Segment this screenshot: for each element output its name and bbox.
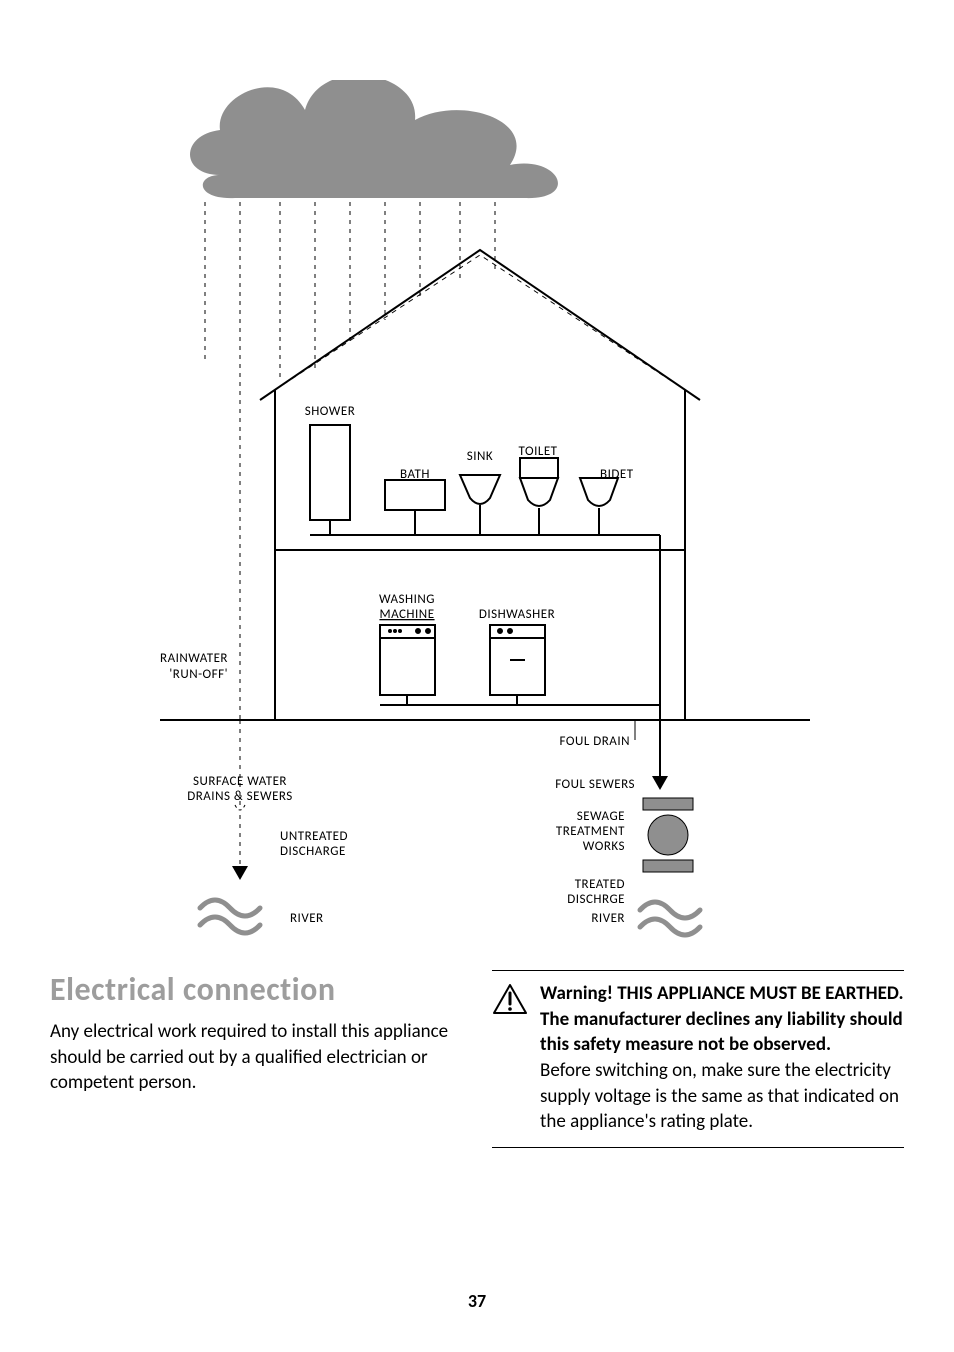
section-heading: Electrical connection [50,970,462,1009]
toilet-label: TOILET [519,444,558,459]
cloud [190,80,558,198]
warning-bold: The manufacturer declines any liability … [540,1008,903,1057]
page-number: 37 [0,1290,954,1312]
warning-body: Before switching on, make sure the elect… [540,1059,899,1133]
sewage-l3: WORKS [583,839,625,854]
body-left: Any electrical work required to install … [50,1019,462,1096]
treated-l1: TREATED [575,877,625,892]
warning-text: Warning! THIS APPLIANCE MUST BE EARTHED.… [540,981,904,1135]
toilet [520,458,558,535]
river-left-label: RIVER [290,911,324,926]
rain-label2: 'RUN-OFF' [169,667,228,682]
house [160,250,810,720]
warning-heading: Warning! THIS APPLIANCE MUST BE EARTHED. [540,982,904,1005]
untreated-l2: DISCHARGE [280,844,346,859]
bath-label: BATH [400,467,430,482]
washing-machine [380,625,435,705]
river-right-waves [640,902,700,935]
sewage-l1: SEWAGE [577,809,625,824]
bidet [580,478,618,535]
sink [460,475,500,535]
right-column: Warning! THIS APPLIANCE MUST BE EARTHED.… [492,970,904,1148]
divider-top [492,970,904,971]
left-column: Electrical connection Any electrical wor… [50,970,462,1148]
untreated-l1: UNTREATED [280,829,348,844]
foul-sewers-label: FOUL SEWERS [555,777,635,792]
bidet-label: BIDET [600,467,634,482]
river-left-waves [200,900,260,933]
foul-drain-label: FOUL DRAIN [560,734,630,749]
divider-bottom [492,1147,904,1148]
dishwasher [490,625,545,705]
wm-label2: MACHINE [379,607,434,622]
shower-label: SHOWER [305,404,356,419]
warning-icon [492,983,528,1015]
sink-label: SINK [467,449,493,464]
rain-label1: RAINWATER [160,651,228,666]
dw-label: DISHWASHER [479,607,555,622]
drainage-diagram: SHOWER BATH SINK TOILET BIDET [160,80,810,950]
river-right-label: RIVER [591,911,625,926]
sewage-l2: TREATMENT [556,824,625,839]
wm-label1: WASHING [379,592,435,607]
treated-l2: DISCHRGE [567,892,625,907]
shower [310,425,350,535]
bath [385,480,445,535]
